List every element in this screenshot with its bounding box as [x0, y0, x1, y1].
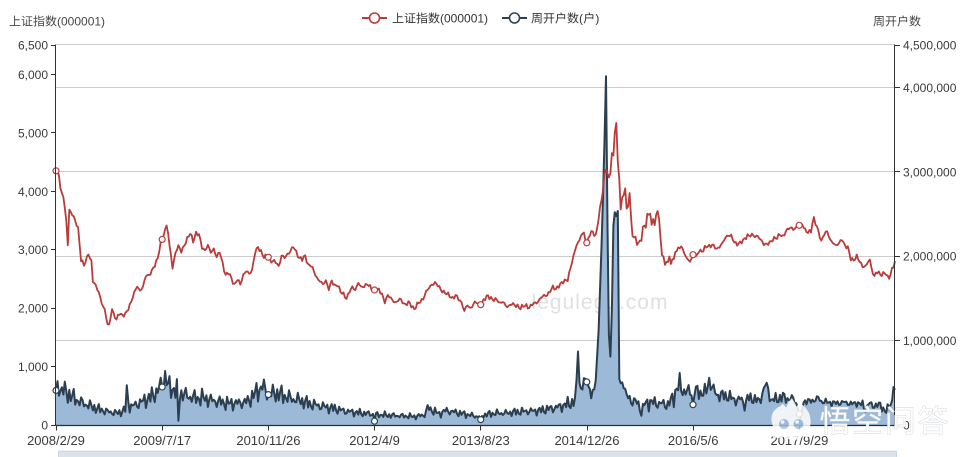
- svg-text:2014/12/26: 2014/12/26: [554, 433, 619, 448]
- svg-text:2,000,000: 2,000,000: [903, 250, 957, 264]
- svg-text:(000001): (000001): [57, 15, 105, 29]
- svg-text:2010/11/26: 2010/11/26: [236, 433, 300, 448]
- svg-text:3,000,000: 3,000,000: [903, 165, 957, 179]
- svg-text:2,000: 2,000: [18, 302, 48, 316]
- svg-text:2009/7/17: 2009/7/17: [133, 433, 191, 448]
- svg-text:): ): [595, 12, 599, 26]
- svg-text:(: (: [579, 12, 583, 26]
- svg-text:2013/8/23: 2013/8/23: [452, 433, 510, 448]
- svg-text:6,500: 6,500: [18, 39, 48, 53]
- svg-text:1,000,000: 1,000,000: [903, 334, 957, 348]
- svg-text:(000001): (000001): [440, 12, 488, 26]
- svg-text:6,000: 6,000: [18, 68, 48, 82]
- svg-text:0: 0: [903, 419, 910, 433]
- svg-text:4,500,000: 4,500,000: [903, 39, 957, 53]
- svg-text:4,000: 4,000: [18, 185, 48, 199]
- svg-text:1,000: 1,000: [18, 360, 48, 374]
- svg-text:2008/2/29: 2008/2/29: [27, 433, 85, 448]
- svg-text:4,000,000: 4,000,000: [903, 81, 957, 95]
- svg-text:2016/5/6: 2016/5/6: [668, 433, 719, 448]
- svg-text:2012/4/9: 2012/4/9: [349, 433, 400, 448]
- svg-text:0: 0: [41, 419, 48, 433]
- svg-text:3,000: 3,000: [18, 243, 48, 257]
- svg-text:5,000: 5,000: [18, 126, 48, 140]
